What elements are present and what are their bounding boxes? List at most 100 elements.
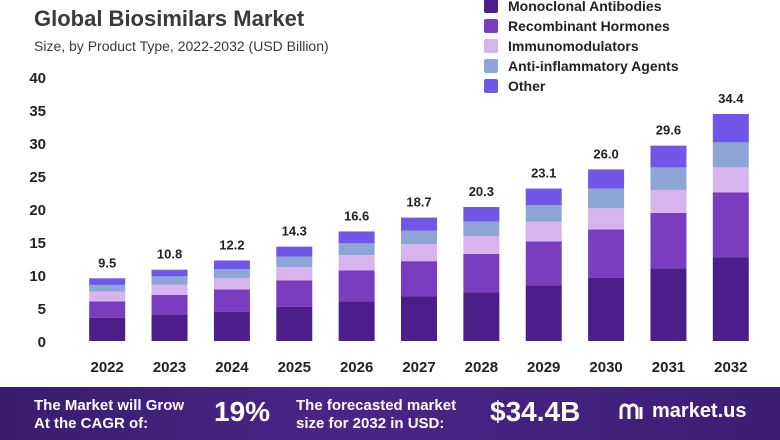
total-value-label: 18.7 — [406, 195, 431, 210]
total-value-label: 12.2 — [219, 237, 244, 252]
bar-segment — [338, 231, 375, 244]
bar-segment — [712, 167, 749, 193]
legend-swatch — [484, 59, 498, 73]
bar-segment — [650, 145, 687, 168]
bar-segment — [588, 169, 625, 189]
x-tick-label: 2027 — [402, 359, 435, 376]
total-value-label: 10.8 — [157, 247, 182, 262]
y-tick-label: 25 — [29, 169, 46, 186]
x-tick-label: 2023 — [153, 359, 186, 376]
bar-segment — [525, 221, 562, 242]
bar-segment — [463, 292, 500, 341]
legend-item-monoclonal-antibodies: Monoclonal Antibodies — [484, 0, 679, 16]
bar-segment — [151, 314, 188, 341]
legend-item-immunomodulators: Immunomodulators — [484, 36, 679, 56]
chart-title: Global Biosimilars Market — [34, 6, 305, 31]
bars — [89, 113, 749, 341]
brand-logo[interactable]: market.us — [618, 400, 747, 423]
bar-segment — [276, 306, 313, 341]
bar-segment — [89, 301, 126, 318]
footer-banner: The Market will Grow At the CAGR of: 19%… — [0, 387, 780, 440]
bar-segment — [712, 113, 749, 143]
legend-swatch — [484, 79, 498, 93]
y-tick-label: 35 — [29, 103, 46, 120]
legend-swatch — [484, 39, 498, 53]
forecast-caption-line-2: size for 2032 in USD: — [296, 415, 445, 432]
y-tick-label: 15 — [29, 235, 46, 252]
bar-segment — [525, 205, 562, 222]
x-tick-label: 2025 — [278, 359, 311, 376]
forecast-caption: The forecasted market size for 2032 in U… — [296, 397, 456, 433]
legend-label: Anti-inflammatory Agents — [508, 58, 679, 74]
y-tick-label: 10 — [29, 268, 46, 285]
bar-segment — [401, 217, 437, 231]
bar-segment — [151, 269, 188, 277]
bar-segment — [338, 243, 375, 256]
bar-segment — [213, 311, 250, 341]
x-tick-label: 2024 — [215, 359, 249, 376]
y-tick-label: 40 — [29, 70, 46, 87]
bar-segment — [213, 278, 250, 290]
legend-label: Monoclonal Antibodies — [508, 0, 662, 14]
bar-segment — [463, 221, 500, 237]
legend-swatch — [484, 19, 498, 33]
bar-segment — [89, 291, 126, 302]
bar-segment — [213, 260, 250, 270]
bar-segment — [588, 229, 625, 278]
cagr-caption: The Market will Grow At the CAGR of: — [34, 397, 184, 433]
cagr-value: 19% — [214, 396, 271, 427]
bar-segment — [89, 317, 126, 341]
forecast-value: $34.4B — [490, 396, 581, 427]
bar-segment — [650, 167, 687, 190]
bar-segment — [650, 189, 687, 213]
y-axis-ticks: 0 5 10 15 20 25 30 35 40 — [29, 70, 46, 351]
x-tick-label: 2022 — [90, 359, 123, 376]
bar-segment — [588, 208, 625, 230]
x-tick-label: 2030 — [589, 359, 622, 376]
total-value-label: 26.0 — [593, 146, 618, 161]
bar-segment — [276, 280, 313, 307]
bar-segment — [89, 278, 126, 285]
bar-segment — [525, 241, 562, 286]
x-axis-ticks: 2022 2023 2024 2025 2026 2027 2028 2029 2030 2031… — [90, 359, 747, 376]
bar-segment — [401, 261, 437, 297]
bar-segment — [401, 243, 437, 262]
bar-segment — [712, 142, 749, 168]
cagr-caption-line-1: The Market will Grow — [34, 397, 185, 414]
cagr-caption-line-2: At the CAGR of: — [34, 415, 149, 432]
y-tick-label: 20 — [29, 202, 46, 219]
total-value-label: 23.1 — [531, 166, 556, 181]
legend-label: Recombinant Hormones — [508, 18, 670, 34]
x-tick-label: 2028 — [465, 359, 498, 376]
x-tick-label: 2031 — [652, 359, 685, 376]
bar-segment — [463, 236, 500, 254]
bar-segment — [151, 294, 188, 315]
bar-segment — [213, 289, 250, 312]
total-value-label: 14.3 — [282, 224, 307, 239]
bar-segment — [588, 277, 625, 341]
x-tick-label: 2029 — [527, 359, 560, 376]
bar-segment — [463, 253, 500, 293]
legend: Monoclonal Antibodies Recombinant Hormon… — [484, 0, 679, 96]
bar-segment — [712, 257, 749, 341]
bar-segment — [338, 255, 375, 271]
y-tick-label: 5 — [38, 301, 46, 318]
legend-label: Other — [508, 78, 546, 94]
legend-item-other: Other — [484, 76, 679, 96]
brand-name: market.us — [652, 400, 747, 422]
total-value-label: 16.6 — [344, 208, 369, 223]
bar-segment — [712, 192, 749, 258]
bar-segment — [401, 230, 437, 244]
total-value-label: 29.6 — [656, 123, 681, 138]
bar-segment — [525, 188, 562, 206]
bar-segment — [463, 207, 500, 222]
legend-item-anti-inflammatory-agents: Anti-inflammatory Agents — [484, 56, 679, 76]
legend-swatch — [484, 0, 498, 13]
forecast-caption-line-1: The forecasted market — [296, 397, 457, 414]
bar-segment — [650, 268, 687, 341]
x-tick-label: 2032 — [714, 359, 747, 376]
legend-label: Immunomodulators — [508, 38, 639, 54]
legend-item-recombinant-hormones: Recombinant Hormones — [484, 16, 679, 36]
bar-segment — [338, 270, 375, 302]
y-tick-label: 0 — [38, 334, 46, 351]
